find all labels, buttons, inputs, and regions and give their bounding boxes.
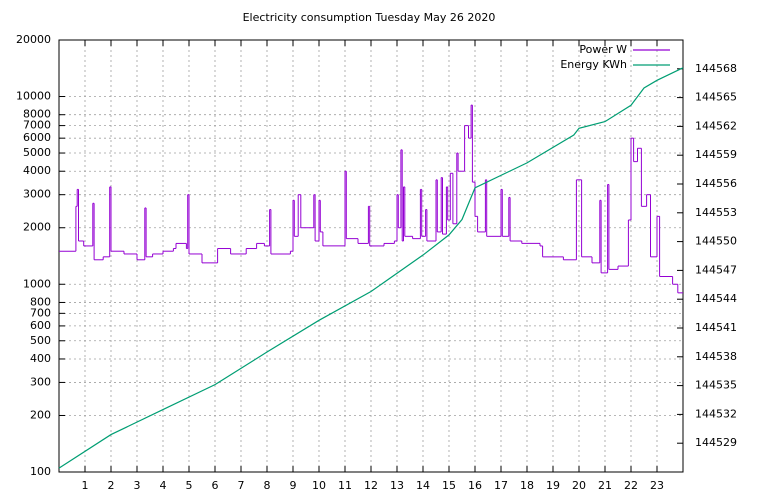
y2-tick-label: 144550 <box>695 235 737 248</box>
y-tick-label: 300 <box>30 375 51 388</box>
y-tick-label: 500 <box>30 334 51 347</box>
x-tick-label: 12 <box>364 479 378 492</box>
x-tick-label: 17 <box>494 479 508 492</box>
x-tick-label: 11 <box>338 479 352 492</box>
y-tick-label: 100 <box>30 465 51 478</box>
plot-border <box>58 39 684 473</box>
x-tick-label: 8 <box>264 479 271 492</box>
x-tick-label: 7 <box>238 479 245 492</box>
y2-tick-label: 144553 <box>695 206 737 219</box>
y2-tick-label: 144544 <box>695 292 737 305</box>
x-tick-label: 20 <box>572 479 586 492</box>
x-tick-label: 6 <box>212 479 219 492</box>
y-tick-label: 4000 <box>23 164 51 177</box>
y2-tick-label: 144538 <box>695 350 737 363</box>
y2-tick-label: 144529 <box>695 436 737 449</box>
y-tick-label: 8000 <box>23 108 51 121</box>
x-tick-label: 16 <box>468 479 482 492</box>
x-tick-label: 15 <box>442 479 456 492</box>
x-tick-label: 14 <box>416 479 430 492</box>
y-tick-label: 2000 <box>23 221 51 234</box>
x-tick-label: 9 <box>290 479 297 492</box>
y-tick-label: 7000 <box>23 119 51 132</box>
y-tick-label: 700 <box>30 306 51 319</box>
y-tick-label: 5000 <box>23 146 51 159</box>
x-tick-label: 23 <box>650 479 664 492</box>
x-tick-label: 18 <box>520 479 534 492</box>
y2-tick-label: 144568 <box>695 62 737 75</box>
x-tick-label: 19 <box>546 479 560 492</box>
legend-label: Energy KWh <box>560 58 627 71</box>
chart-title: Electricity consumption Tuesday May 26 2… <box>243 11 496 24</box>
y-tick-label: 20000 <box>16 33 51 46</box>
y-tick-label: 1000 <box>23 277 51 290</box>
x-tick-label: 13 <box>390 479 404 492</box>
legend-label: Power W <box>579 43 627 56</box>
x-tick-label: 21 <box>598 479 612 492</box>
x-tick-label: 3 <box>134 479 141 492</box>
y-tick-label: 10000 <box>16 90 51 103</box>
energy-line <box>58 67 684 469</box>
y2-tick-label: 144556 <box>695 177 737 190</box>
x-tick-label: 10 <box>312 479 326 492</box>
y-tick-label: 600 <box>30 319 51 332</box>
x-tick-label: 2 <box>108 479 115 492</box>
y2-tick-label: 144559 <box>695 148 737 161</box>
y2-tick-label: 144541 <box>695 321 737 334</box>
y-tick-label: 200 <box>30 408 51 421</box>
y2-tick-label: 144547 <box>695 263 737 276</box>
y2-tick-label: 144532 <box>695 407 737 420</box>
y-tick-label: 400 <box>30 352 51 365</box>
x-tick-label: 5 <box>186 479 193 492</box>
y-tick-label: 6000 <box>23 131 51 144</box>
y2-tick-label: 144562 <box>695 119 737 132</box>
y-tick-label: 3000 <box>23 188 51 201</box>
x-tick-label: 4 <box>160 479 167 492</box>
y2-tick-label: 144535 <box>695 379 737 392</box>
y2-tick-label: 144565 <box>695 91 737 104</box>
x-tick-label: 1 <box>82 479 89 492</box>
y-tick-label: 800 <box>30 295 51 308</box>
x-tick-label: 22 <box>624 479 638 492</box>
